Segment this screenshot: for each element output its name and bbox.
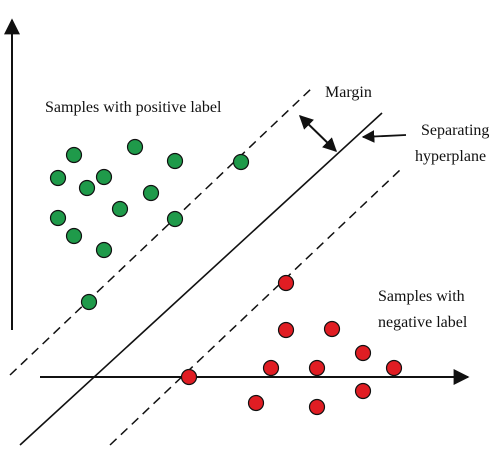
positive-sample — [142, 184, 160, 202]
hyperplane-pointer-arrow — [361, 130, 407, 143]
positive-samples — [49, 138, 250, 311]
negative-sample — [247, 394, 265, 412]
positive-sample — [95, 241, 113, 259]
negative-label-line1: Samples with — [378, 288, 465, 305]
separating-hyperplane-line — [19, 112, 383, 446]
positive-margin-boundary — [9, 87, 313, 376]
positive-label: Samples with positive label — [45, 99, 222, 116]
positive-sample — [232, 153, 250, 171]
negative-sample — [277, 274, 295, 292]
positive-sample — [49, 209, 67, 227]
positive-sample — [111, 200, 129, 218]
positive-sample — [95, 168, 113, 186]
positive-sample — [65, 146, 83, 164]
positive-sample — [126, 138, 144, 156]
positive-sample — [166, 152, 184, 170]
separating-label-line1: Separating — [421, 122, 489, 139]
negative-label-line2: negative label — [378, 314, 468, 331]
negative-sample — [323, 320, 341, 338]
margin-label: Margin — [325, 84, 372, 101]
positive-sample — [80, 293, 98, 311]
margin-arrow — [298, 115, 338, 152]
negative-sample — [385, 359, 403, 377]
negative-sample — [308, 398, 326, 416]
negative-sample — [308, 359, 326, 377]
negative-sample — [354, 382, 372, 400]
negative-sample — [354, 344, 372, 362]
negative-margin-boundary — [109, 169, 401, 446]
positive-sample — [166, 210, 184, 228]
negative-sample — [180, 368, 198, 386]
positive-sample — [78, 179, 96, 197]
positive-sample — [49, 169, 67, 187]
positive-sample — [65, 227, 83, 245]
separating-label-line2: hyperplane — [415, 148, 486, 165]
negative-samples — [180, 274, 403, 416]
negative-sample — [277, 321, 295, 339]
negative-sample — [262, 359, 280, 377]
